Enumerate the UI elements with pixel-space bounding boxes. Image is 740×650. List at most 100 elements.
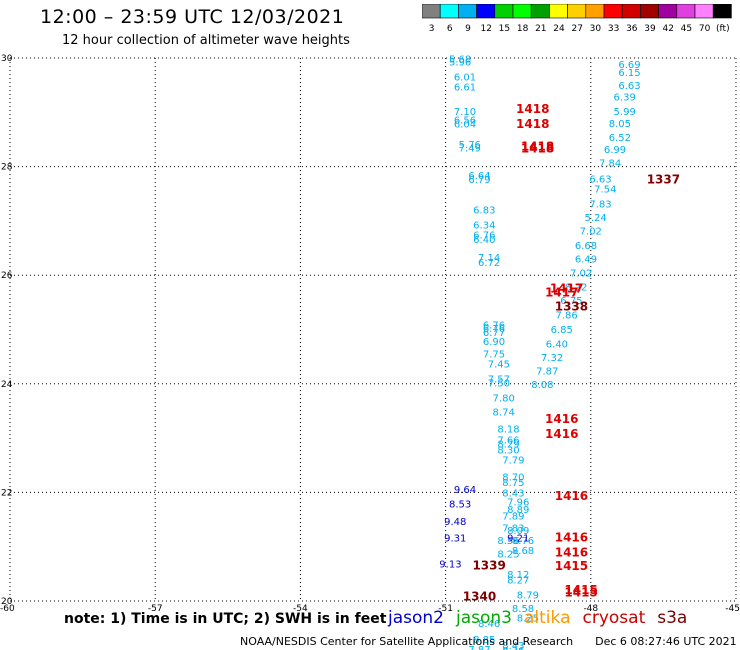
data-point-label: 1338 (555, 299, 588, 313)
data-point-label: 6.75 (560, 296, 582, 307)
data-point-label: 8.27 (507, 576, 529, 587)
data-point-label: 6.72 (478, 258, 500, 269)
y-tick-label: 30 (1, 54, 13, 64)
data-point-label: 7.57 (488, 375, 510, 386)
data-point-label: 6.76 (473, 230, 495, 241)
data-point-label: 5.96 (449, 58, 471, 69)
y-tick-label: 20 (1, 597, 13, 607)
colorbar-tick-label: 70 (699, 24, 711, 34)
data-point-label: 5.68 (449, 54, 471, 65)
data-point-label: 7.86 (555, 311, 577, 322)
data-point-label: 6.63 (589, 174, 611, 185)
data-point-label: 6.52 (609, 133, 631, 144)
colorbar-tick-label: 33 (608, 24, 619, 34)
data-point-label: 1416 (545, 427, 578, 441)
data-point-label: 7.83 (502, 523, 524, 534)
data-point-label: 6.40 (473, 235, 495, 246)
data-point-label: 7.75 (483, 350, 505, 361)
colorbar-swatch (712, 4, 732, 19)
data-point-label: 9.13 (439, 559, 461, 570)
data-point-label: 8.46 (478, 619, 500, 630)
data-point-label: 1416 (555, 530, 588, 544)
colorbar-tick-label: 12 (480, 24, 491, 34)
y-tick-label: 22 (1, 488, 12, 498)
data-point-label: 1415 (564, 583, 597, 597)
data-point-label: 7.80 (493, 394, 515, 405)
data-point-label: 6.69 (618, 60, 640, 71)
data-point-label: 6.99 (604, 145, 626, 156)
legend-entry-cryosat: cryosat (582, 608, 646, 628)
data-point-label: 7.14 (478, 253, 500, 264)
credit-line: NOAA/NESDIS Center for Satellite Applica… (240, 635, 737, 648)
y-tick-label: 26 (1, 271, 13, 281)
data-point-label: 8.30 (497, 445, 519, 456)
data-point-label: 7.54 (594, 185, 616, 196)
data-point-label: 6.63 (618, 81, 640, 92)
data-point-label: 6.49 (575, 255, 597, 266)
colorbar-tick-label: 18 (517, 24, 529, 34)
colorbar-tick-label: 27 (571, 24, 582, 34)
data-point-label: 8.12 (507, 570, 529, 581)
data-point-label: 7.50 (488, 379, 510, 390)
data-point-label: 6.01 (454, 72, 476, 83)
data-point-label: 1416 (555, 545, 588, 559)
data-point-label: 1417 (545, 285, 578, 299)
colorbar-tick-label: 36 (626, 24, 638, 34)
footnote: note: 1) Time is in UTC; 2) SWH is in fe… (64, 611, 387, 627)
data-point-label: 7.02 (580, 226, 602, 237)
data-point-label: 8.89 (507, 505, 529, 516)
data-point-label: 7.49 (459, 143, 481, 154)
credit-text: NOAA/NESDIS Center for Satellite Applica… (240, 635, 574, 648)
data-point-label: 9.48 (444, 517, 466, 528)
data-point-label: 5.24 (585, 213, 607, 224)
data-point-label: 7.84 (599, 159, 621, 170)
data-point-label: 9.21 (507, 533, 529, 544)
colorbar-tick-label: 39 (644, 24, 656, 34)
data-point-label: 7.66 (497, 436, 519, 447)
data-point-label: 1417 (550, 282, 583, 296)
data-point-label: 9.31 (444, 533, 466, 544)
data-point-label: 6.56 (454, 116, 476, 127)
color-scale-bar: 3 6 9 12 15 18 21 24 27 30 33 36 39 42 45 70 (ft) (422, 4, 732, 34)
data-point-label: 8.43 (502, 489, 524, 500)
data-point-label: 6.85 (551, 325, 573, 336)
colorbar-tick-label: 9 (465, 24, 471, 34)
data-point-label: 8.05 (609, 119, 631, 130)
data-point-label: 8.53 (449, 500, 471, 511)
data-point-label: 9.64 (454, 485, 476, 496)
data-point-label: 7.02 (570, 268, 592, 279)
legend-entry-jason2: jason2 (388, 608, 444, 628)
data-point-label: 8.18 (497, 425, 519, 436)
data-point-label: 7.45 (488, 360, 510, 371)
colorbar-tick-label: 45 (681, 24, 692, 34)
colorbar-tick-label: 42 (662, 24, 673, 34)
data-point-label: 8.75 (502, 478, 524, 489)
data-point-label: 7.87 (536, 367, 558, 378)
data-point-label: 7.96 (507, 497, 529, 508)
data-point-label: 8.56 (497, 536, 519, 547)
data-point-label: 1415 (564, 586, 597, 600)
data-point-label: 6.64 (468, 171, 490, 182)
data-point-label: 1418 (516, 117, 549, 131)
data-point-label: 6.77 (483, 328, 505, 339)
colorbar-tick-label: 3 (429, 24, 435, 34)
data-point-label: 7.87 (468, 645, 490, 650)
data-point-label: 8.25 (497, 550, 519, 561)
data-point-label: 1418 (521, 139, 554, 153)
data-point-label: 5.99 (614, 107, 636, 118)
data-point-label: 6.79 (468, 175, 490, 186)
colorbar-tick-label: 21 (535, 24, 546, 34)
data-point-label: 8.36 (502, 646, 524, 650)
data-point-label: 6.90 (483, 337, 505, 348)
x-tick-label: -54 (293, 604, 308, 614)
data-point-label: 1416 (545, 412, 578, 426)
data-point-label: 1415 (555, 559, 588, 573)
data-point-label: 6.61 (454, 83, 476, 94)
colorbar-tick-label: (ft) (716, 24, 730, 34)
data-point-label: 1339 (472, 559, 505, 573)
data-point-label: 7.89 (502, 512, 524, 523)
x-tick-label: -60 (0, 604, 15, 614)
legend-entry-jason3: jason3 (456, 608, 512, 628)
data-point-label: 6.40 (546, 339, 568, 350)
data-point-label: 8.68 (512, 546, 534, 557)
